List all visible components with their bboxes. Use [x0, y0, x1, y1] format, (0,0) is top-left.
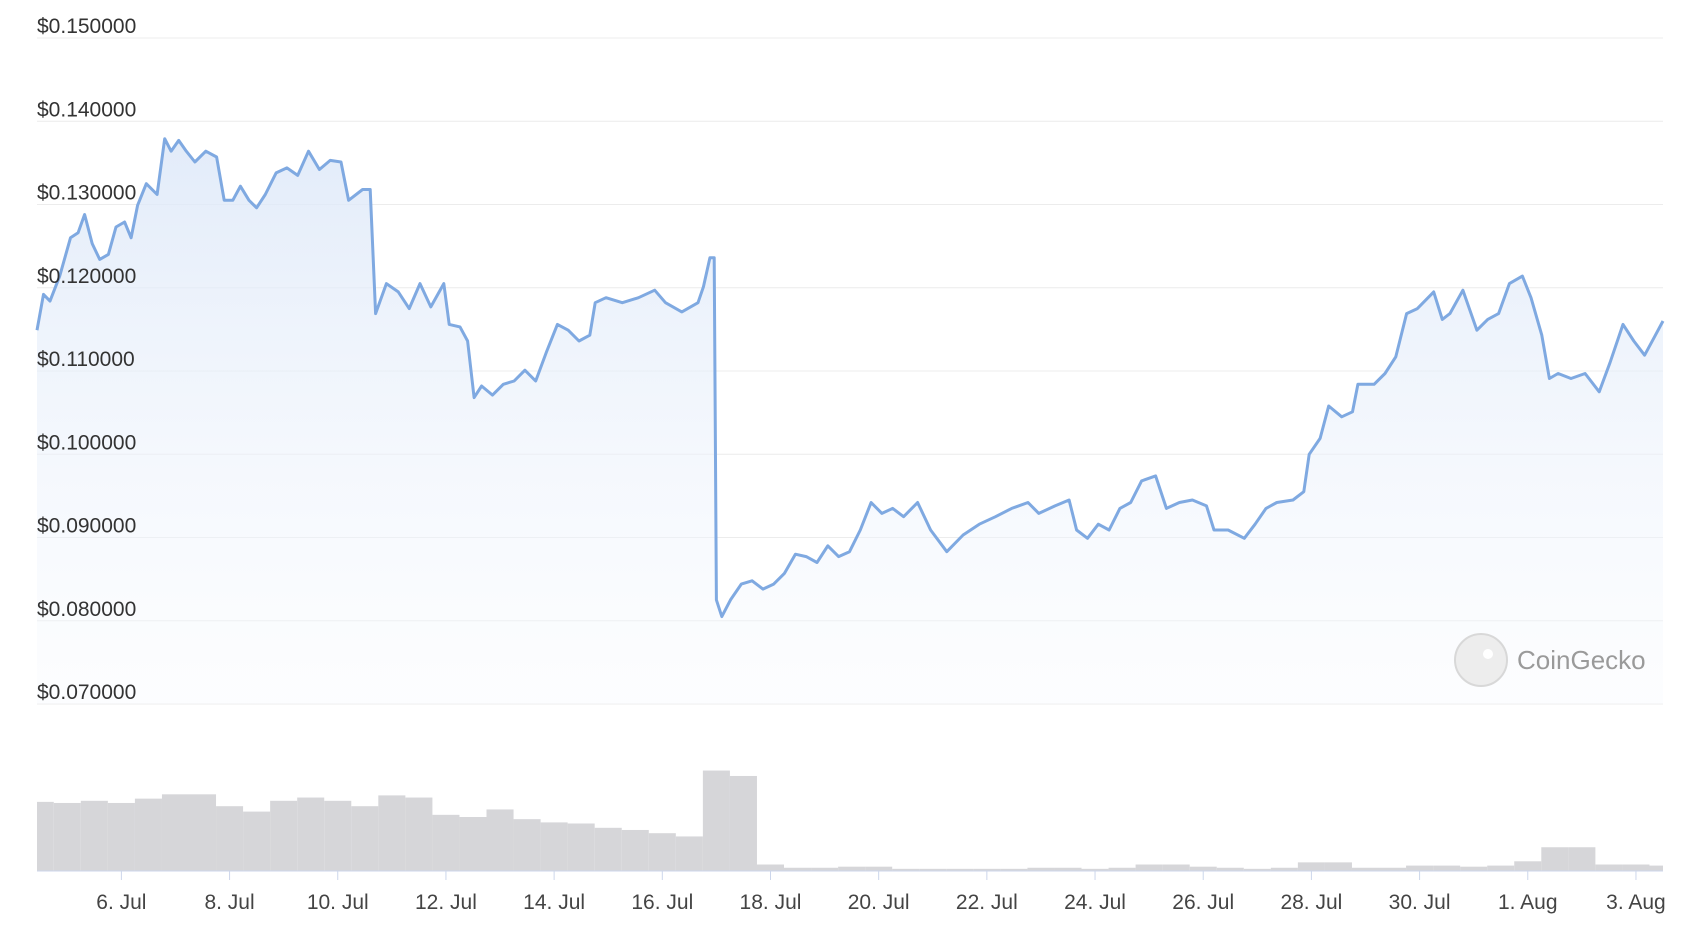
volume-bar — [1406, 865, 1434, 871]
x-tick-label: 3. Aug — [1606, 891, 1666, 914]
volume-bar — [1000, 868, 1028, 871]
volume-bar — [1216, 867, 1244, 871]
volume-bar — [37, 801, 54, 871]
volume-bar — [1189, 866, 1217, 871]
volume-bar — [1243, 868, 1271, 871]
volume-bar — [161, 794, 189, 871]
price-line — [35, 137, 1665, 619]
volume-bar — [1541, 847, 1569, 871]
volume-bar — [216, 806, 244, 871]
x-tick-label: 6. Jul — [96, 891, 146, 914]
y-tick-label: $0.140000 — [37, 98, 136, 121]
volume-bar — [378, 795, 406, 871]
volume-bar — [865, 866, 893, 871]
volume-bar — [53, 802, 81, 871]
x-tick-label: 1. Aug — [1498, 891, 1558, 914]
watermark-icon — [1454, 633, 1508, 687]
x-tick-label: 14. Jul — [523, 891, 585, 914]
volume-bar — [1270, 867, 1298, 871]
x-tick-label: 8. Jul — [204, 891, 254, 914]
volume-bar — [486, 809, 514, 871]
volume-bars — [37, 770, 1663, 871]
volume-bar — [134, 798, 162, 871]
x-tick-label: 24. Jul — [1064, 891, 1126, 914]
volume-bar — [188, 794, 217, 871]
volume-bar — [324, 800, 352, 871]
y-tick-label: $0.070000 — [37, 681, 136, 704]
volume-bar — [567, 823, 595, 871]
volume-bar — [648, 833, 676, 871]
x-tick-label: 30. Jul — [1389, 891, 1451, 914]
watermark-text: CoinGecko — [1517, 645, 1646, 675]
y-tick-label: $0.110000 — [37, 348, 135, 371]
volume-bar — [405, 797, 433, 871]
volume-bar — [1487, 865, 1515, 871]
x-tick-label: 20. Jul — [848, 891, 910, 914]
x-tick-label: 18. Jul — [740, 891, 802, 914]
axes: $0.150000 $0.140000 $0.130000 $0.120000 $0.1… — [37, 15, 1666, 914]
volume-bar — [297, 797, 325, 871]
y-tick-label: $0.150000 — [37, 15, 136, 38]
volume-bar — [1595, 864, 1623, 871]
volume-bar — [811, 867, 839, 871]
y-tick-label: $0.100000 — [37, 431, 136, 454]
volume-bar — [702, 770, 730, 871]
volume-bar — [1054, 867, 1082, 871]
volume-bar — [243, 811, 271, 871]
volume-bar — [838, 866, 866, 871]
volume-bar — [621, 829, 649, 871]
volume-bar — [1568, 847, 1596, 871]
volume-bar — [1324, 862, 1352, 871]
volume-bar — [351, 806, 379, 871]
volume-bar — [1027, 867, 1055, 871]
volume-bar — [1108, 867, 1136, 871]
watermark: CoinGecko — [1454, 633, 1646, 687]
volume-bar — [540, 822, 568, 871]
volume-bar — [1135, 864, 1163, 871]
x-tick-label: 16. Jul — [631, 891, 693, 914]
volume-bar — [756, 864, 785, 871]
volume-bar — [1351, 867, 1380, 871]
plot-area — [35, 137, 1665, 704]
volume-bar — [1081, 868, 1109, 871]
volume-bar — [1162, 864, 1190, 871]
y-tick-label: $0.090000 — [37, 515, 136, 538]
y-tick-label: $0.120000 — [37, 265, 136, 288]
volume-bar — [973, 868, 1001, 871]
y-tick-label: $0.130000 — [37, 182, 136, 205]
x-tick-label: 10. Jul — [307, 891, 369, 914]
x-tick-label: 12. Jul — [415, 891, 477, 914]
volume-bar — [432, 814, 460, 871]
price-area — [37, 138, 1663, 704]
volume-bar — [784, 867, 812, 871]
volume-bar — [459, 817, 487, 871]
watermark-eye — [1483, 649, 1493, 659]
volume-bar — [270, 800, 298, 871]
volume-bar — [919, 868, 947, 871]
y-tick-label: $0.080000 — [37, 598, 136, 621]
volume-bar — [594, 827, 622, 871]
volume-bar — [107, 802, 135, 871]
volume-bar — [946, 868, 974, 871]
x-tick-label: 28. Jul — [1280, 891, 1342, 914]
volume-bar — [513, 819, 541, 871]
volume-bar — [1297, 862, 1325, 871]
volume-bar — [1649, 865, 1663, 871]
volume-bar — [80, 800, 108, 871]
volume-bar — [729, 775, 757, 871]
volume-bar — [1622, 864, 1650, 871]
volume-bar — [675, 836, 703, 871]
volume-bar — [1514, 861, 1542, 871]
volume-bar — [1433, 865, 1461, 871]
x-tick-label: 26. Jul — [1172, 891, 1234, 914]
volume-bar — [1460, 866, 1488, 871]
x-tick-label: 22. Jul — [956, 891, 1018, 914]
volume-bar — [1379, 867, 1407, 871]
volume-bar — [892, 868, 920, 871]
